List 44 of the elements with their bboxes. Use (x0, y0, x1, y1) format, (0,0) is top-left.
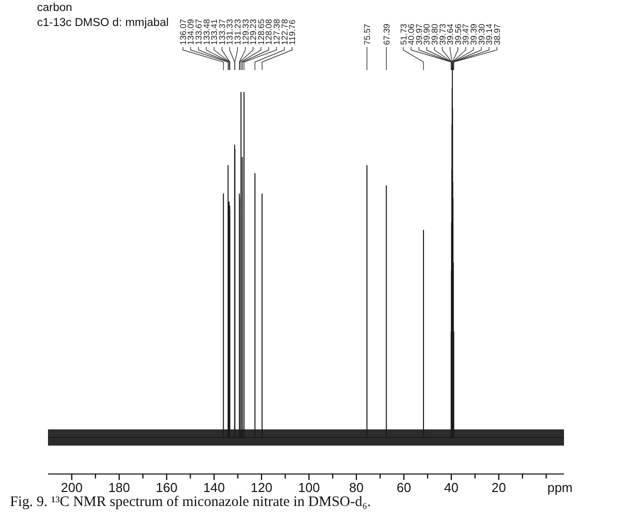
x-axis-title: ppm (547, 480, 573, 495)
annotation: 128.65 (256, 18, 266, 45)
annotation: 39.90 (422, 23, 432, 45)
annotation: 133.67 (193, 18, 204, 45)
x-tick-label: 180 (108, 480, 130, 495)
annotation: 133.41 (209, 18, 220, 45)
annotation: 128.08 (264, 18, 274, 45)
annotation: 39.39 (468, 23, 478, 45)
annotation: 129.23 (248, 18, 258, 45)
x-tick-label: 160 (156, 480, 178, 495)
annotation: 136.07 (178, 18, 188, 45)
annotation: 39.73 (437, 23, 448, 45)
caption: Fig. 9. ¹³C NMR spectrum of miconazole nitrate in DMSO-d₆. (10, 494, 371, 510)
annotation: 40.06 (406, 23, 416, 45)
annotation: 129.33 (240, 18, 250, 45)
annotation: 75.57 (362, 23, 372, 45)
annotation: 39.30 (476, 23, 486, 45)
annotation: 133.48 (201, 18, 212, 45)
annotation: 67.39 (381, 23, 392, 45)
annotation: 39.97 (414, 23, 424, 45)
annotation: 39.64 (445, 23, 456, 45)
annotation: 38.97 (492, 23, 502, 45)
x-tick-label: 80 (349, 480, 364, 495)
annotation: 39.14 (484, 23, 494, 45)
annotation: 39.80 (429, 23, 440, 45)
x-tick-label: 120 (250, 480, 272, 495)
x-tick-label: 200 (60, 480, 83, 495)
x-tick-label: 40 (444, 480, 459, 495)
annotation: 134.09 (186, 18, 196, 45)
x-tick-label: 100 (298, 480, 320, 495)
x-tick-label: 60 (396, 480, 412, 495)
annotation: 39.47 (460, 23, 471, 45)
x-tick-label: 20 (492, 480, 506, 495)
chart-title: carbon (37, 2, 72, 14)
annotation: 39.56 (452, 23, 463, 45)
annotation: 51.73 (398, 23, 408, 45)
annotation: 122.78 (279, 18, 290, 45)
annotation: 127.38 (271, 18, 282, 45)
annotation: 119.76 (287, 19, 298, 45)
x-tick-label: 140 (203, 480, 225, 495)
annotation: 131.33 (224, 18, 235, 45)
annotation: 131.23 (232, 18, 242, 45)
annotation: 133.37 (216, 18, 227, 45)
chart-subtitle: c1-13c DMSO d: mmjabal (37, 17, 169, 29)
